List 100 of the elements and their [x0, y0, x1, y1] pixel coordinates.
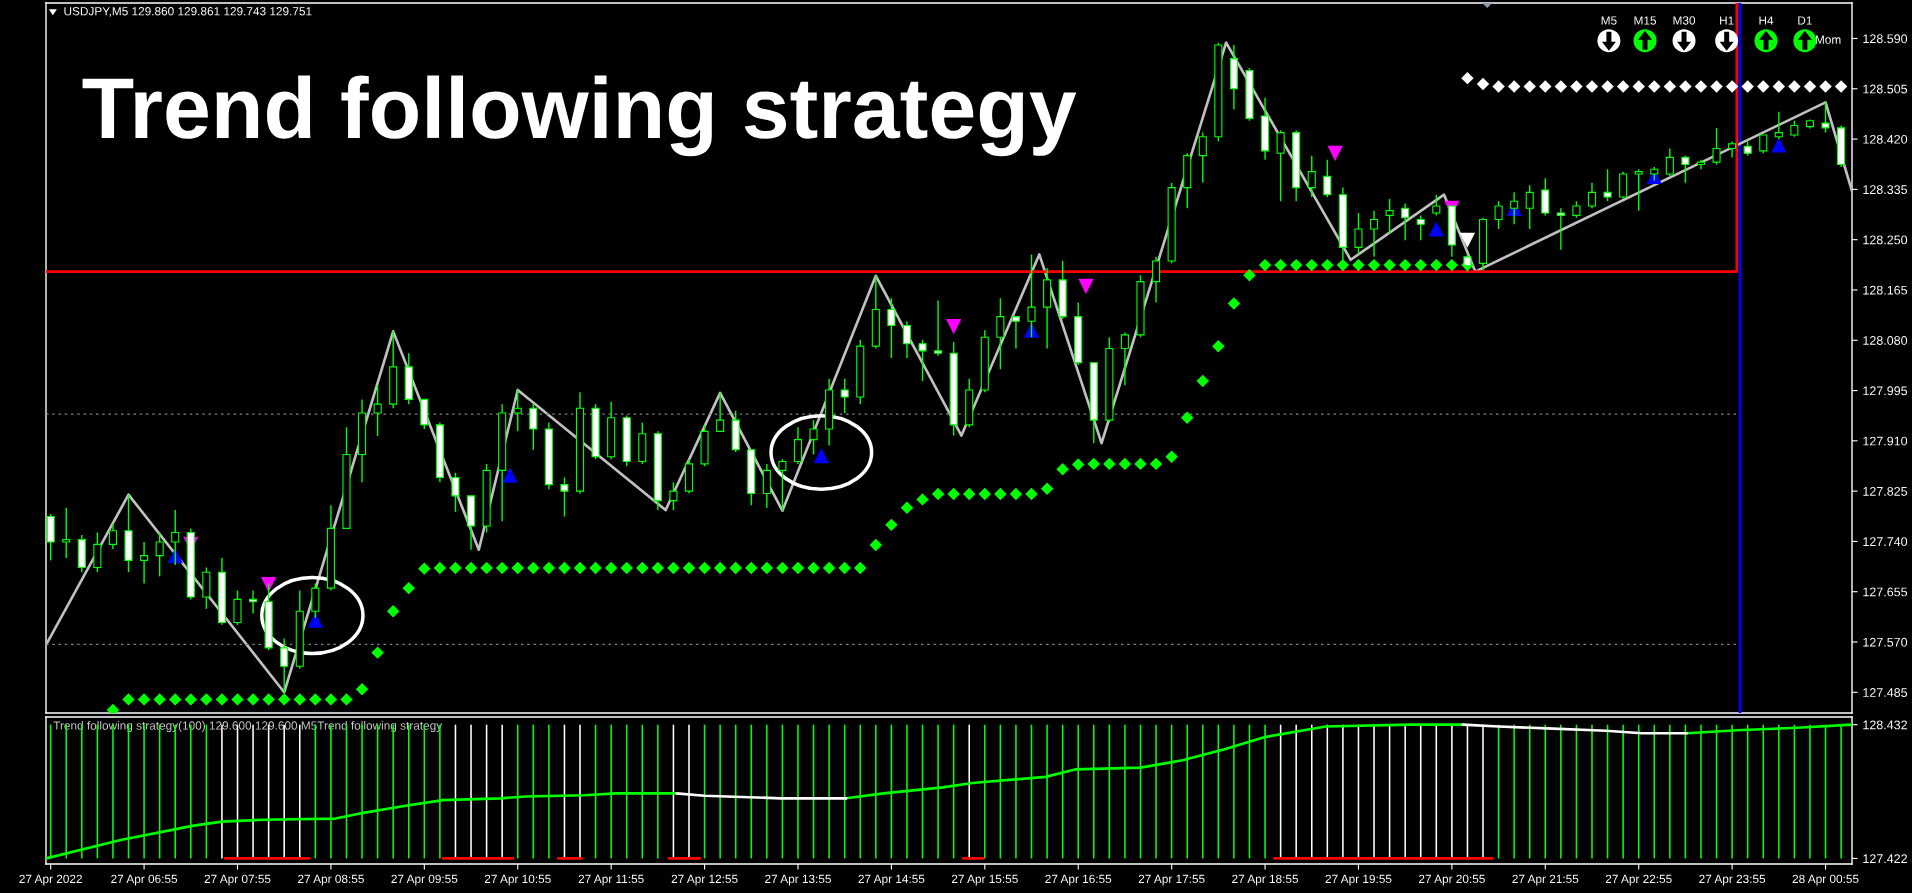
x-tick-label: 27 Apr 20:55: [1419, 874, 1485, 886]
point: [813, 448, 829, 464]
candlestick: [1681, 154, 1690, 184]
x-tick-label: 27 Apr 16:55: [1045, 874, 1112, 886]
point: [1461, 71, 1474, 85]
annotation: Mom: [1815, 35, 1841, 44]
candlestick: [716, 392, 725, 433]
y-tick-label: 127.570: [1863, 637, 1908, 647]
annotation: M15: [1634, 16, 1657, 25]
y-tick-label: 127.485: [1863, 688, 1908, 697]
candlestick: [1027, 253, 1036, 338]
point: [1507, 80, 1521, 93]
x-tick-label: 27 Apr 08:55: [298, 874, 364, 886]
y-tick-label: 128.080: [1863, 336, 1908, 345]
point: [1772, 80, 1786, 93]
point: [1694, 80, 1708, 93]
y-tick-label: 128.335: [1863, 185, 1908, 195]
candlestick: [996, 297, 1005, 370]
candlestick: [140, 541, 149, 585]
x-tick-label: 27 Apr 12:55: [671, 874, 738, 886]
candlestick: [513, 389, 522, 433]
candlestick: [1774, 111, 1783, 140]
candlestick: [560, 476, 569, 518]
point: [1570, 80, 1583, 93]
point: [1492, 80, 1505, 93]
x-tick-label: 27 Apr 15:55: [951, 874, 1018, 886]
point: [1741, 80, 1754, 93]
candlestick: [1354, 212, 1363, 256]
point: [261, 577, 277, 593]
point: [1803, 80, 1817, 93]
candlestick: [1759, 134, 1768, 154]
x-tick-label: 27 Apr 18:55: [1232, 874, 1299, 886]
candlestick: [1556, 207, 1565, 251]
point: [1539, 80, 1552, 93]
y-tick-label: 127.910: [1863, 436, 1908, 446]
point: [307, 612, 323, 628]
point: [1459, 232, 1476, 248]
annotation: M5: [1601, 16, 1617, 25]
candlestick: [1728, 140, 1737, 159]
candlestick: [778, 458, 787, 512]
candlestick: [1276, 129, 1285, 202]
annotation: USDJPY,M5 129.860 129.861 129.743 129.751: [64, 7, 312, 17]
annotation: H1: [1720, 16, 1734, 25]
x-tick-label: 27 Apr 23:55: [1699, 874, 1766, 886]
candlestick: [1587, 182, 1597, 210]
candlestick: [373, 384, 382, 437]
x-tick-label: 27 Apr 11:55: [578, 874, 644, 886]
point: [946, 319, 962, 335]
point: [1679, 80, 1692, 93]
point: [1601, 80, 1614, 93]
y-tick-label: 128.590: [1863, 34, 1908, 44]
candlestick: [451, 472, 460, 513]
x-tick-label: 27 Apr 10:55: [484, 874, 551, 886]
candlestick: [1603, 168, 1612, 202]
y-tick-label: 128.250: [1863, 235, 1908, 245]
x-tick-label: 27 Apr 13:55: [765, 874, 831, 886]
candlestick: [529, 403, 538, 451]
candlestick: [171, 509, 180, 566]
x-tick-label: 27 Apr 21:55: [1512, 874, 1579, 886]
x-tick-label: 28 Apr 00:55: [1792, 874, 1859, 886]
candlestick: [311, 582, 320, 619]
candlestick: [809, 419, 818, 456]
point: [1554, 80, 1568, 93]
point: [1757, 80, 1770, 93]
annotation: Trend following strategy(100) 129.600 129.600 M5Trend following strategy: [53, 721, 443, 733]
point: [1771, 137, 1787, 153]
y-tick-label: 127.740: [1863, 537, 1908, 547]
point: [1819, 80, 1832, 93]
x-tick-label: 27 Apr 07:55: [204, 874, 271, 886]
candlestick: [1369, 209, 1379, 258]
candlestick: [1198, 131, 1207, 184]
x-tick-label: 27 Apr 17:55: [1138, 874, 1205, 886]
point: [1648, 80, 1661, 93]
x-tick-label: 27 Apr 19:55: [1325, 874, 1392, 886]
candlestick: [155, 531, 164, 578]
point: [1616, 80, 1630, 93]
candlestick: [1665, 147, 1674, 178]
point: [1476, 77, 1490, 91]
candlestick: [1634, 168, 1643, 212]
point: [1725, 80, 1739, 93]
point: [1663, 80, 1677, 93]
candlestick: [1120, 331, 1129, 386]
candlestick: [840, 378, 849, 414]
x-tick-label: 27 Apr 2022: [19, 874, 82, 886]
candlestick: [1619, 170, 1628, 200]
candlestick: [1385, 198, 1394, 235]
y-tick-label: 127.422: [1863, 854, 1907, 863]
annotation: D1: [1798, 16, 1812, 25]
candlestick: [1525, 184, 1534, 230]
candlestick: [918, 338, 927, 382]
point: [1632, 80, 1645, 93]
x-tick-label: 27 Apr 09:55: [391, 874, 458, 886]
candlestick: [669, 481, 678, 511]
point: [1710, 80, 1723, 93]
candlestick: [887, 297, 896, 359]
y-tick-label: 127.825: [1863, 486, 1908, 496]
annotation: H4: [1759, 16, 1774, 25]
x-tick-label: 27 Apr 14:55: [858, 874, 925, 886]
candlestick: [233, 589, 242, 626]
candlestick: [1821, 101, 1830, 134]
